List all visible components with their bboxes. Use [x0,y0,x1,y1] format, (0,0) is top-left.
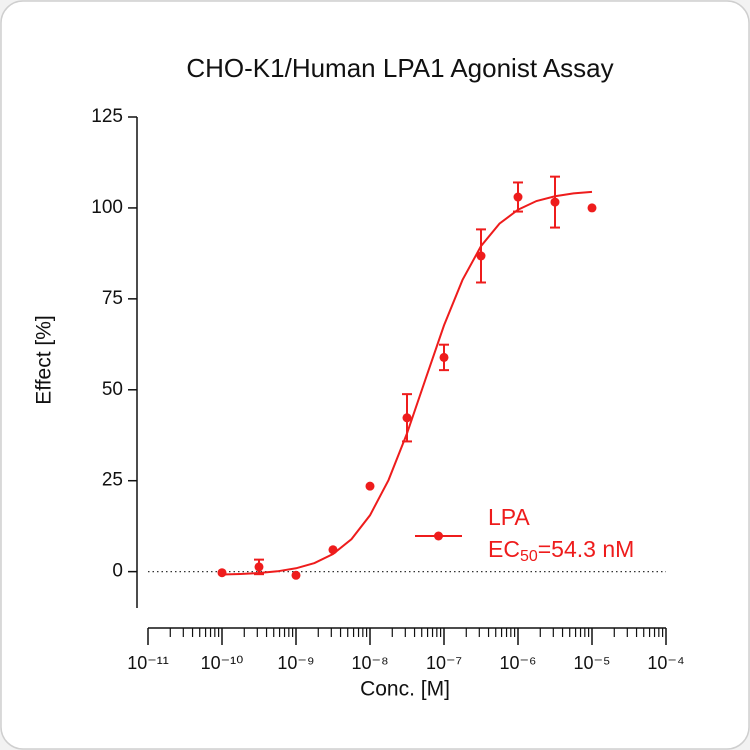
x-tick-label: 10⁻⁸ [351,653,388,673]
y-tick-label: 125 [91,106,123,127]
data-point [439,352,449,362]
data-point [402,413,412,423]
data-point [587,203,597,213]
y-tick-label: 75 [102,288,123,309]
y-axis-label: Effect [%] [33,315,56,405]
y-tick-label: 50 [102,379,123,400]
x-tick-label: 10⁻⁴ [647,653,684,673]
annotation-part: =54.3 nM [538,536,635,562]
y-tick-label: 100 [91,197,123,218]
x-axis-label: Conc. [M] [360,678,450,701]
annotation: EC50=54.3 nM [488,536,634,565]
annotation-part: EC [488,536,520,562]
data-point [513,192,523,202]
data-point [550,197,560,207]
x-tick-label: 10⁻¹¹ [127,653,169,673]
x-tick-label: 10⁻⁹ [277,653,314,673]
data-point [328,545,338,555]
legend-marker [434,531,443,541]
x-tick-label: 10⁻⁵ [574,653,611,673]
data-point [476,251,486,261]
chart-title: CHO-K1/Human LPA1 Agonist Assay [186,53,613,83]
y-tick-label: 0 [112,561,123,582]
legend-label: LPA [488,504,530,530]
x-tick-label: 10⁻¹⁰ [201,653,244,673]
annotation-part: 50 [520,548,538,565]
y-tick-label: 25 [102,470,123,491]
data-point [254,562,264,572]
data-point [291,570,301,580]
x-tick-label: 10⁻⁷ [426,653,462,673]
data-point [217,568,227,578]
data-point [365,481,375,491]
x-tick-label: 10⁻⁶ [500,653,537,673]
